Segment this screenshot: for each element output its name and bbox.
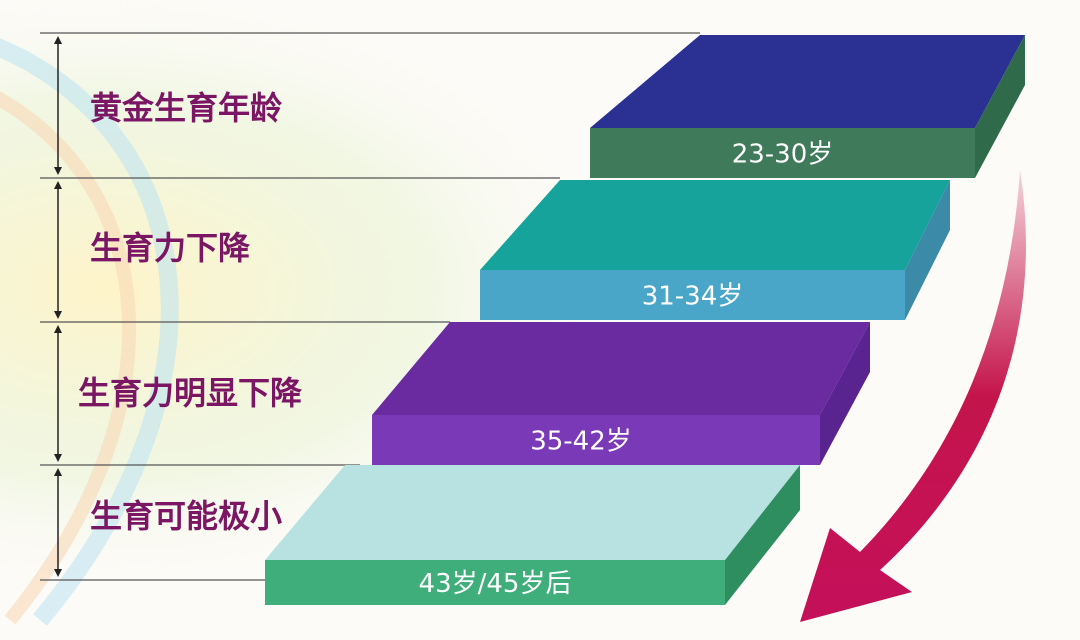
decor-arc xyxy=(0,91,136,625)
step-top xyxy=(590,35,1025,128)
decor-arc xyxy=(0,38,179,626)
stage-label: 黄金生育年龄 xyxy=(90,89,282,127)
step-side xyxy=(725,465,800,605)
stage-label: 生育力明显下降 xyxy=(78,374,303,412)
age-range: 31-34岁 xyxy=(642,282,744,312)
step-front xyxy=(372,415,820,465)
arrow-head xyxy=(54,36,62,44)
step-side xyxy=(975,35,1025,178)
age-range: 35-42岁 xyxy=(530,427,632,457)
arrow-head xyxy=(54,454,62,462)
step-front xyxy=(265,560,725,605)
step-side xyxy=(905,180,950,320)
down-arrow xyxy=(800,170,1026,622)
step-top xyxy=(480,180,950,270)
arrow-head xyxy=(54,167,62,175)
stage-label: 生育可能极小 xyxy=(90,497,282,535)
arrow-head xyxy=(54,468,62,476)
arrow-head xyxy=(54,181,62,189)
step-side xyxy=(820,322,870,465)
age-range: 43岁/45岁后 xyxy=(419,569,572,599)
stage-label: 生育力下降 xyxy=(90,229,251,267)
step-front xyxy=(590,128,975,178)
step-top xyxy=(265,465,800,560)
arrow-head xyxy=(54,569,62,577)
step-top xyxy=(372,322,870,415)
age-range: 23-30岁 xyxy=(732,140,834,170)
step-front xyxy=(480,270,905,320)
arrow-head xyxy=(54,311,62,319)
arrow-head xyxy=(54,325,62,333)
steps: 23-30岁 31-34岁 35-42岁 43岁/45岁后 xyxy=(265,35,1025,605)
